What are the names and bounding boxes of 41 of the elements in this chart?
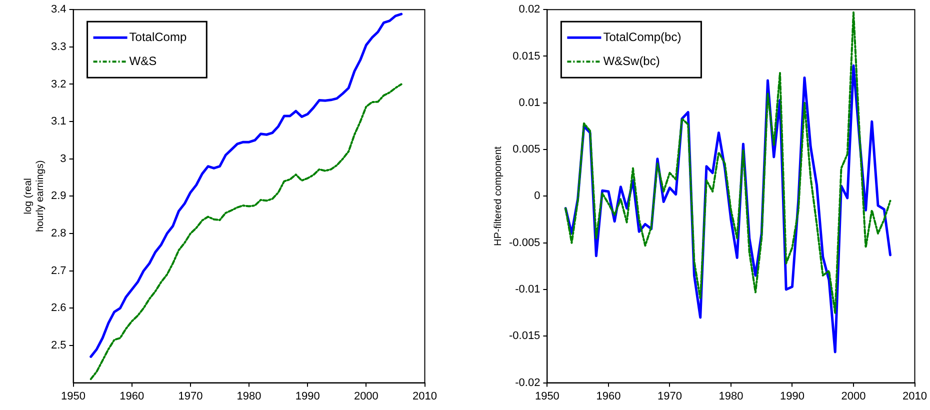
x-tick-label: 1950 [61, 390, 86, 402]
legend-label: TotalComp(bc) [603, 30, 682, 44]
x-tick-label: 1960 [120, 390, 144, 402]
x-tick-label: 1990 [295, 390, 320, 402]
y-tick-label: 0 [534, 190, 540, 202]
y-tick-label: 0.005 [512, 144, 540, 156]
y-tick-label: 2.9 [50, 190, 66, 202]
legend-label: TotalComp [129, 30, 187, 44]
legend-label: W&Sw(bc) [603, 54, 660, 68]
x-tick-label: 1950 [534, 390, 560, 402]
y-tick-label: 3.4 [50, 4, 66, 16]
line-series [564, 11, 892, 314]
x-tick-label: 1990 [780, 390, 804, 402]
x-tick-label: 1980 [236, 390, 262, 402]
legend-label: W&S [129, 54, 157, 68]
y-tick-label: 3.3 [50, 40, 66, 53]
y-tick-label: 0.01 [518, 96, 540, 109]
x-tick-label: 2010 [412, 390, 438, 402]
x-tick-label: 2000 [841, 390, 866, 402]
y-tick-label: 2.8 [50, 228, 66, 240]
y-axis-title: HP-filtered component [492, 146, 504, 246]
y-tick-label: 3 [60, 152, 66, 165]
y-tick-label: 2.6 [50, 302, 66, 314]
y-tick-label: 0.02 [518, 4, 540, 16]
y-tick-label: -0.005 [508, 236, 540, 249]
x-tick-label: 1970 [657, 390, 682, 402]
y-tick-label: 2.7 [50, 264, 66, 277]
y-tick-label: -0.01 [515, 284, 540, 296]
y-tick-label: -0.015 [508, 330, 540, 342]
line-series [90, 83, 402, 380]
y-tick-label: 0.015 [512, 50, 540, 62]
y-axis-title: log (real hourly earnings) [22, 160, 46, 232]
x-tick-label: 1970 [178, 390, 203, 402]
x-tick-label: 1960 [596, 390, 621, 402]
y-tick-label: 3.2 [50, 78, 66, 90]
y-tick-label: -0.02 [515, 376, 540, 389]
x-tick-label: 2010 [902, 390, 928, 402]
y-tick-label: 3.1 [50, 116, 66, 128]
x-tick-label: 1980 [718, 390, 744, 402]
y-tick-label: 2.5 [50, 340, 66, 352]
x-tick-label: 2000 [354, 390, 378, 402]
